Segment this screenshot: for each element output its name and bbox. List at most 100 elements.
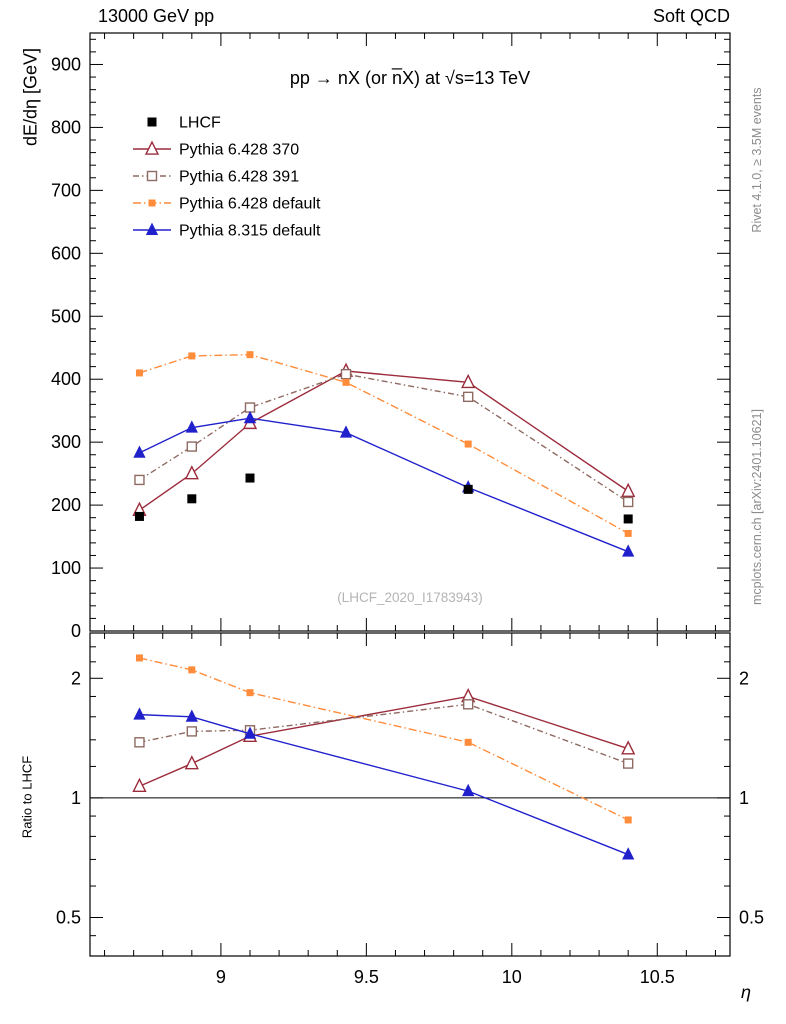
y-tick-label-main: 0 [71, 621, 81, 641]
data-point-marker [624, 529, 632, 537]
data-point-marker [185, 709, 198, 722]
data-point-marker [462, 783, 475, 797]
data-point-marker [245, 473, 255, 483]
data-point-marker [244, 402, 256, 413]
ratio-tick-label-right: 2 [739, 668, 749, 688]
legend-label: Pythia 8.315 default [179, 223, 321, 240]
data-point-marker [184, 755, 199, 770]
data-point-marker [622, 758, 634, 769]
series-pythia-6-428-391 [134, 368, 634, 508]
data-point-marker [621, 482, 636, 498]
data-point-marker [623, 514, 633, 524]
legend-item-lhcf: LHCF [147, 115, 221, 132]
series-line [139, 373, 629, 503]
data-point-marker [246, 351, 254, 359]
ratio-panel-ticks [90, 633, 730, 956]
data-point-marker [622, 496, 634, 508]
ratio-tick-label-right: 0.5 [739, 907, 764, 927]
data-point-marker [246, 689, 254, 697]
data-point-marker [622, 544, 635, 557]
data-point-marker [135, 369, 143, 377]
ratio-tick-label-right: 1 [739, 788, 749, 808]
data-point-marker [624, 816, 632, 824]
series-pythia-6-428-370 [132, 362, 636, 516]
x-axis-label: η [741, 982, 751, 1002]
process-group-label: Soft QCD [652, 6, 730, 26]
data-point-marker [463, 484, 473, 494]
y-tick-label-main: 800 [51, 117, 81, 137]
legend: LHCF Pythia 6.428 370 Pythia 6.428 391 Pyth… [133, 115, 321, 240]
y-tick-label-main: 500 [51, 306, 81, 326]
data-point-marker [243, 410, 257, 424]
ratio-tick-label-left: 1 [71, 788, 81, 808]
data-point-marker [185, 420, 198, 433]
legend-label: Pythia 6.428 370 [179, 142, 299, 159]
legend-label: Pythia 6.428 391 [179, 169, 299, 186]
data-point-marker [134, 474, 145, 486]
x-tick-label: 10.5 [640, 967, 675, 987]
ratio-tick-label-left: 0.5 [56, 907, 81, 927]
series-lhcf [134, 473, 633, 524]
y-axis-label-ratio: Ratio to LHCF [19, 755, 35, 839]
data-point-marker [148, 199, 156, 207]
x-tick-label: 10 [502, 967, 522, 987]
data-point-marker [145, 222, 159, 235]
chart-title: pp → nX (or n̅X) at √s=13 TeV [290, 68, 530, 88]
beam-energy-label: 13000 GeV pp [98, 6, 215, 26]
series-pythia-8-315-default [133, 410, 635, 557]
ratio-series-pythia-6-428-370 [132, 687, 636, 793]
data-point-marker [621, 740, 636, 755]
series-line [139, 657, 629, 821]
y-tick-label-main: 700 [51, 180, 81, 200]
y-axis-label-main: dE/dη [GeV] [20, 47, 41, 147]
series-line [139, 695, 629, 787]
data-point-marker [147, 117, 157, 127]
ratio-panel-frame [89, 632, 731, 957]
data-point-marker [339, 425, 353, 438]
legend-item-pythia-6-428-default: Pythia 6.428 default [133, 196, 321, 213]
data-point-marker [462, 699, 474, 710]
y-tick-label-main: 600 [51, 243, 81, 263]
data-point-marker [342, 378, 350, 386]
y-tick-label-main: 300 [51, 432, 81, 452]
data-point-marker [133, 445, 146, 458]
series-line [139, 703, 629, 765]
legend-label: Pythia 6.428 default [179, 196, 321, 213]
mcplots-attribution-note: mcplots.cern.ch [arXiv:2401.10621] [750, 409, 764, 605]
data-point-marker [186, 726, 198, 737]
legend-label: LHCF [179, 115, 221, 132]
data-point-marker [144, 140, 160, 155]
data-point-marker [188, 666, 196, 674]
data-point-marker [184, 465, 199, 480]
ratio-tick-label-left: 2 [71, 668, 81, 688]
data-point-marker [462, 391, 474, 403]
analysis-watermark: (LHCF_2020_I1783943) [337, 590, 483, 605]
data-point-marker [464, 738, 472, 746]
data-point-marker [188, 352, 196, 360]
y-tick-label-main: 100 [51, 558, 81, 578]
series-line [139, 370, 629, 511]
series-line [139, 417, 629, 553]
rivet-version-note: Rivet 4.1.0, ≥ 3.5M events [750, 87, 764, 233]
ratio-series-pythia-6-428-391 [134, 699, 634, 769]
main-panel-frame [89, 32, 731, 632]
series-pythia-6-428-default [135, 351, 632, 537]
x-tick-label: 9 [216, 967, 226, 987]
data-point-marker [134, 737, 145, 748]
data-point-marker [135, 654, 143, 662]
main-panel-ticks [90, 33, 730, 632]
data-point-marker [134, 511, 144, 521]
watermark-group: (LHCF_2020_I1783943) [337, 590, 483, 605]
data-point-marker [146, 170, 158, 182]
legend-item-pythia-8-315-default: Pythia 8.315 default [133, 223, 321, 240]
data-point-marker [243, 726, 257, 739]
y-tick-label-main: 200 [51, 495, 81, 515]
x-tick-label: 9.5 [354, 967, 379, 987]
data-point-marker [461, 373, 476, 389]
ratio-series-pythia-8-315-default [133, 707, 635, 860]
chart-title-group: pp → nX (or n̅X) at √s=13 TeV [290, 68, 530, 88]
data-point-marker [340, 368, 352, 380]
